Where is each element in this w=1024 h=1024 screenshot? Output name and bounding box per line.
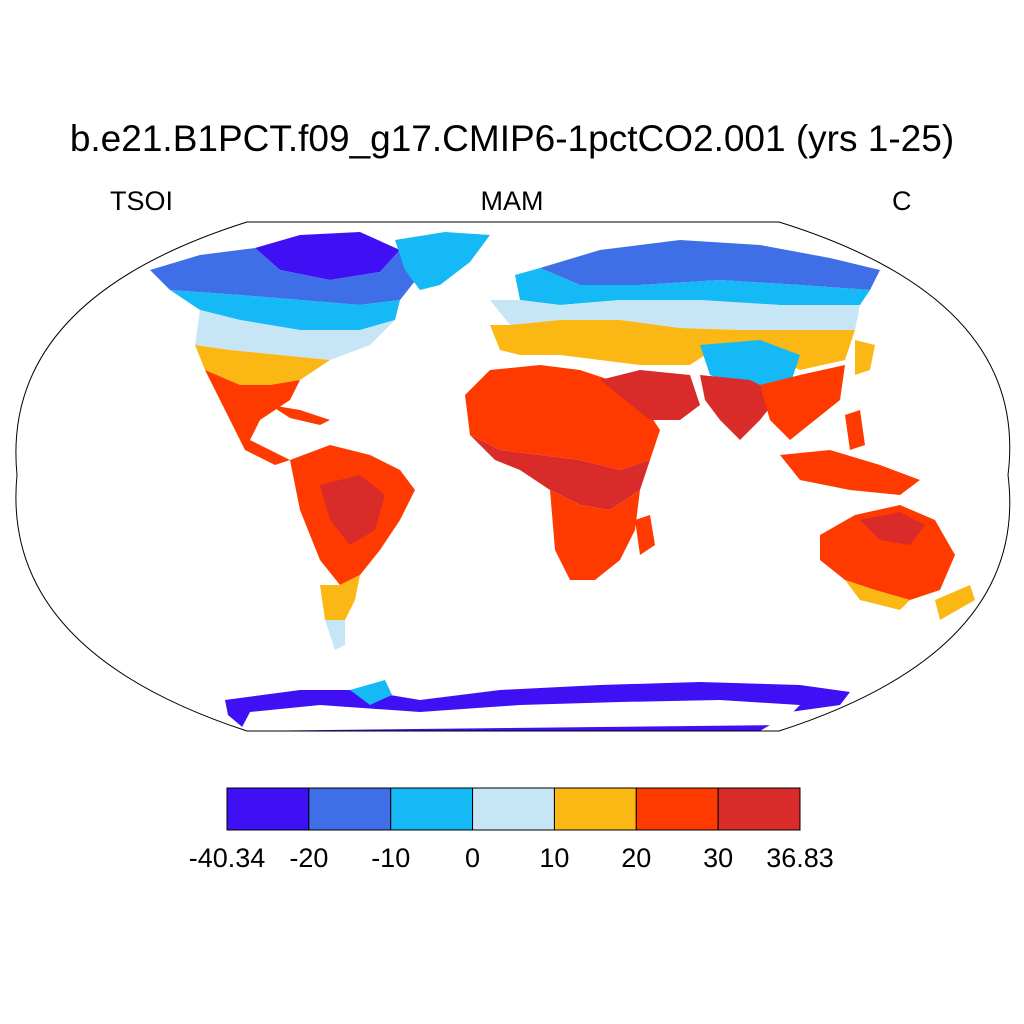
region-japan	[855, 340, 875, 375]
region-southern-africa	[550, 490, 640, 580]
variable-label: TSOI	[110, 186, 174, 216]
region-antarctic-peninsula	[350, 680, 392, 705]
region-sahara	[465, 365, 660, 470]
region-alaska	[150, 248, 430, 305]
region-us-north	[195, 310, 395, 360]
season-label: MAM	[480, 186, 544, 216]
region-madagascar	[635, 515, 655, 555]
region-caribbean	[270, 405, 330, 425]
region-antarctica-interior	[240, 700, 800, 731]
region-amazon-core	[320, 475, 385, 545]
page-title: b.e21.B1PCT.f09_g17.CMIP6-1pctCO2.001 (y…	[69, 118, 955, 159]
region-canada-south	[170, 290, 400, 330]
region-siberia	[540, 240, 880, 290]
region-greenland	[395, 232, 490, 290]
region-scandinavia	[515, 268, 870, 305]
region-mexico	[205, 370, 300, 465]
region-india	[700, 375, 780, 440]
region-patagonia	[325, 620, 345, 650]
region-south-america-mid	[320, 575, 360, 620]
region-mediterranean	[490, 320, 855, 370]
region-us-south	[195, 345, 330, 385]
units-label: C	[892, 186, 912, 216]
region-europe-russia	[490, 300, 860, 330]
region-arabia	[600, 370, 700, 420]
region-philippines	[845, 410, 865, 450]
region-southeast-asia	[760, 365, 845, 440]
region-central-africa	[470, 435, 650, 510]
globe-outline	[15, 221, 1011, 732]
region-new-zealand	[935, 585, 975, 620]
region-australia-south	[845, 580, 910, 610]
region-canada-arctic	[255, 232, 400, 280]
land-fill-group	[150, 232, 975, 731]
region-australia-north	[860, 512, 925, 545]
region-indonesia	[780, 450, 920, 495]
